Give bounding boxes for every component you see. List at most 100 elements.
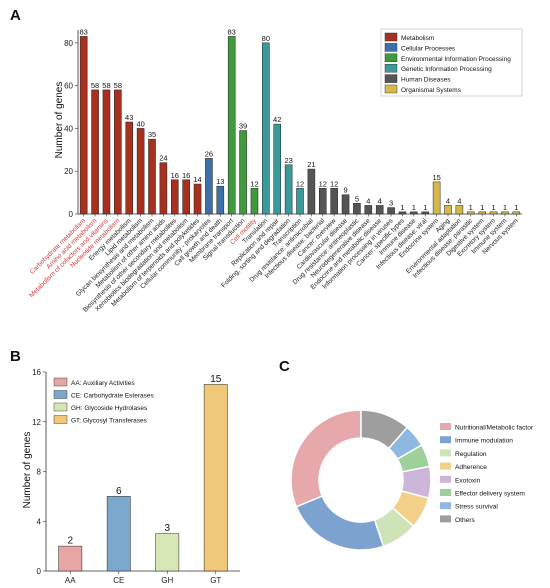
panel-a-bar — [478, 211, 486, 215]
panel-a-bar-value-label: 3 — [389, 199, 393, 208]
panel-c-slice — [295, 495, 385, 551]
panel-c-legend-label: Others — [455, 517, 475, 524]
panel-a-bar — [501, 211, 509, 215]
panel-a-legend: Metabolism Cellular Processes Environmenta… — [380, 28, 523, 97]
panel-c-legend-swatch — [440, 436, 451, 444]
panel-a-bar — [114, 89, 122, 215]
panel-a-bar — [512, 211, 521, 215]
panel-a-bar-value-label: 21 — [307, 160, 315, 169]
panel-a-bar — [296, 188, 304, 215]
panel-b-legend-swatch — [53, 377, 68, 387]
panel-a-bar — [489, 211, 498, 215]
panel-a-bar — [353, 203, 361, 215]
panel-a-bar — [102, 89, 111, 215]
panel-c-legend-swatch — [440, 462, 451, 470]
panel-b-legend-label: AA: Auxiliary Activities — [71, 380, 135, 387]
panel-a-bar-value-label: 4 — [378, 196, 382, 205]
panel-a-bar-value-label: 1 — [423, 203, 427, 212]
panel-a-bar-value-label: 4 — [457, 196, 461, 205]
panel-a-bar-value-label: 80 — [262, 34, 270, 43]
panel-a-legend-swatch — [384, 53, 398, 62]
panel-a-bar-value-label: 83 — [80, 27, 88, 36]
panel-a-bar — [193, 183, 202, 215]
panel-a-legend-label: Cellular Processes — [401, 45, 456, 52]
panel-a-bar — [410, 211, 418, 215]
panel-a-bar-value-label: 42 — [273, 115, 281, 124]
panel-a-bar-value-label: 4 — [366, 196, 370, 205]
panel-a-bar — [341, 194, 350, 215]
panel-a-bar — [466, 211, 475, 215]
panel-a-legend-swatch — [384, 43, 398, 52]
panel-a-bar — [136, 128, 145, 215]
panel-a-bar-value-label: 83 — [228, 27, 236, 36]
panel-a-bar-value-label: 1 — [480, 203, 484, 212]
panel-a-y-tick-label: 60 — [64, 82, 73, 91]
panel-a-bar — [79, 36, 88, 215]
panel-b-legend-label: CE: Carbohydrate Esterases — [71, 393, 154, 400]
panel-b-legend-swatch — [53, 390, 68, 399]
panel-a-bar — [250, 188, 259, 215]
panel-a-bar-value-label: 12 — [330, 179, 338, 188]
panel-a-y-axis-title: Number of genes — [54, 82, 65, 159]
panel-a-bar-value-label: 1 — [503, 203, 507, 212]
panel-b-y-tick-label: 8 — [37, 468, 42, 477]
panel-a-bar — [182, 179, 190, 215]
panel-a-bar — [148, 138, 156, 215]
panel-b-bar-value-label: 6 — [116, 486, 122, 497]
panel-a-bar — [216, 185, 225, 215]
panel-a-bar-value-label: 24 — [159, 154, 167, 163]
panel-a-bar — [284, 164, 293, 215]
panel-c-legend-swatch — [440, 489, 451, 496]
panel-b-y-axis-title: Number of genes — [22, 432, 33, 509]
panel-b-legend-label: GT: Glycosyl Transferases — [71, 418, 148, 425]
panel-a-bar-value-label: 5 — [355, 194, 359, 203]
panel-a-bar — [91, 89, 99, 215]
panel-a-bar — [318, 188, 327, 215]
panel-b-letter: B — [10, 348, 21, 365]
panel-a-y-tick-label: 40 — [64, 124, 73, 133]
panel-a-bar-value-label: 1 — [400, 203, 404, 212]
panel-c-legend-swatch — [440, 423, 451, 430]
panel-a-legend-label: Genetic Information Processing — [401, 66, 492, 73]
panel-a-bar — [444, 205, 452, 215]
panel-b-bar — [155, 533, 180, 572]
panel-a-legend-swatch — [384, 63, 398, 73]
panel-a-legend-label: Environmental Information Processing — [401, 56, 511, 63]
panel-b-bar — [203, 384, 228, 572]
panel-b-bars: 2 AA 6 CE 3 GH 15 GT — [58, 374, 228, 585]
panel-b-category-label: GH — [161, 576, 173, 585]
panel-a-legend-label: Organismal Systems — [401, 87, 462, 94]
panel-a-bar — [125, 121, 134, 215]
panel-a-bar-value-label: 1 — [469, 203, 473, 212]
panel-a-bar — [330, 188, 338, 215]
panel-b-category-label: AA — [65, 576, 76, 585]
panel-b-y-tick-label: 0 — [37, 567, 42, 576]
panel-c-legend-label: Nutritional/Metabolic factor — [455, 425, 534, 432]
panel-c-legend-label: Regulation — [455, 451, 487, 458]
panel-c-legend-label: Effector delivery system — [455, 491, 525, 498]
panel-c-legend-swatch — [440, 502, 451, 510]
panel-a-bar — [239, 130, 247, 215]
panel-a-legend-swatch — [384, 84, 398, 94]
panel-a-bar-value-label: 1 — [412, 203, 416, 212]
panel-c-legend-swatch — [440, 475, 451, 483]
panel-a-bar-value-label: 1 — [514, 203, 518, 212]
panel-a-bar — [159, 162, 168, 215]
panel-a-legend-label: Human Diseases — [401, 77, 451, 84]
panel-c-donut-chart: C Nutritional/Metabolic factor Immune mod… — [279, 358, 534, 551]
panel-b-legend-swatch — [53, 402, 68, 412]
panel-c-legend-label: Adherence — [455, 464, 487, 471]
panel-a-bar — [262, 42, 270, 215]
panel-a-bar-value-label: 9 — [343, 186, 347, 195]
panel-a-bar — [421, 211, 430, 215]
panel-a-bar-value-label: 35 — [148, 130, 156, 139]
panel-a-y-tick-label: 0 — [69, 210, 74, 219]
panel-a-bar-value-label: 58 — [114, 81, 122, 90]
panel-b-bar — [106, 496, 131, 572]
panel-a-legend-swatch — [384, 74, 398, 83]
panel-a-bar-value-label: 16 — [171, 171, 179, 180]
panel-a-bar — [398, 211, 407, 215]
panel-c-legend-swatch — [440, 449, 451, 457]
